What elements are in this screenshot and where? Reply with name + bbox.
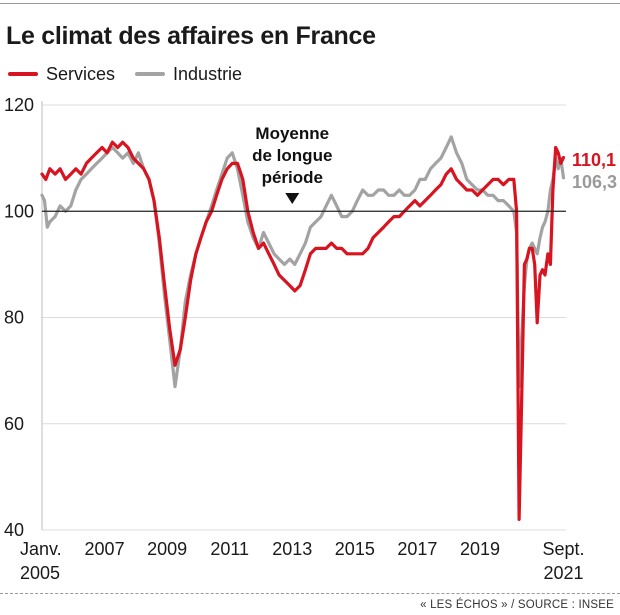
bottom-rule <box>0 593 620 594</box>
legend-item-services: Services <box>8 64 115 85</box>
source-note: « LES ÉCHOS » / SOURCE : INSEE <box>420 599 614 611</box>
y-tick-label: 60 <box>4 414 24 434</box>
top-rule <box>0 3 620 4</box>
legend-item-industrie: Industrie <box>135 64 242 85</box>
legend: Services Industrie <box>8 62 262 86</box>
x-tick-label: 2015 <box>335 539 375 559</box>
x-tick-label: Sept. <box>542 539 584 559</box>
x-tick-label: 2009 <box>147 539 187 559</box>
series-line-services <box>40 140 566 521</box>
y-tick-label: 100 <box>4 201 34 221</box>
end-value-label-services: 110,1 <box>572 150 616 170</box>
x-tick-label: 2013 <box>272 539 312 559</box>
reference-annotation-line: Moyenne <box>255 124 329 143</box>
x-tick-sublabel: 2021 <box>543 563 583 583</box>
y-tick-label: 120 <box>4 95 34 115</box>
reference-annotation-line: de longue <box>252 146 332 165</box>
x-tick-label: Janv. <box>20 539 62 559</box>
legend-swatch-industrie <box>135 72 166 76</box>
legend-swatch-services <box>8 72 38 76</box>
x-tick-label: 2019 <box>460 539 500 559</box>
x-tick-label: 2011 <box>210 539 249 559</box>
annotation-arrow-icon <box>285 193 300 204</box>
x-tick-label: 2017 <box>397 539 437 559</box>
y-tick-label: 80 <box>4 308 24 328</box>
x-tick-sublabel: 2005 <box>20 563 60 583</box>
chart-title: Le climat des affaires en France <box>6 22 376 50</box>
legend-label-industrie: Industrie <box>173 63 243 84</box>
y-tick-label: 40 <box>4 520 24 540</box>
reference-annotation-line: période <box>262 168 323 187</box>
end-value-label-industrie: 106,3 <box>572 172 617 192</box>
legend-label-services: Services <box>46 63 116 84</box>
x-tick-label: 2007 <box>85 539 125 559</box>
